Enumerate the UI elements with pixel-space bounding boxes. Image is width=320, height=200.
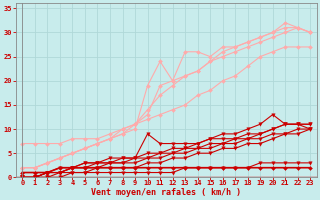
X-axis label: Vent moyen/en rafales ( km/h ): Vent moyen/en rafales ( km/h ) — [91, 188, 241, 197]
